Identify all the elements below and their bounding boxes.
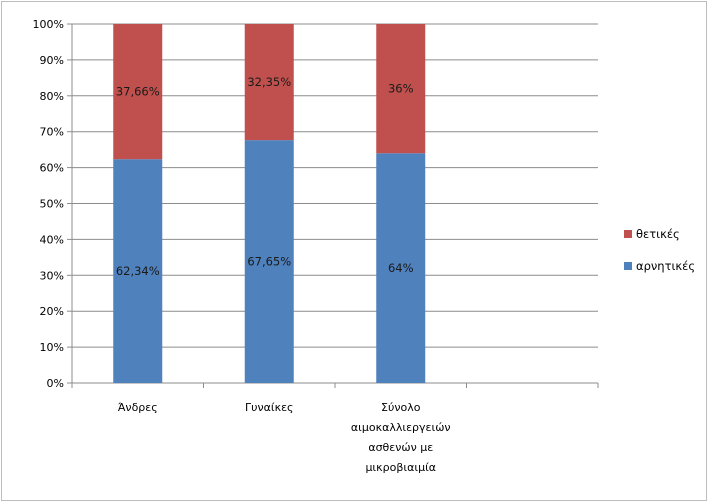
data-label: 67,65% (247, 255, 291, 269)
y-tick-label: 70% (40, 126, 64, 139)
x-category-label: αιμοκαλλιεργειών (351, 421, 451, 434)
data-label: 37,66% (116, 85, 160, 99)
y-tick-label: 40% (40, 233, 64, 246)
y-tick-label: 20% (40, 305, 64, 318)
data-label: 36% (388, 82, 414, 96)
x-category-label: Γυναίκες (245, 401, 294, 414)
y-tick-label: 80% (40, 90, 64, 103)
bar-positive (244, 24, 294, 141)
x-category-label: Σύνολο (381, 401, 421, 414)
data-label: 32,35% (247, 75, 291, 89)
bar-negative (244, 140, 294, 383)
legend-label: θετικές (636, 227, 680, 241)
x-category-label: μικροβιαιμία (365, 461, 436, 474)
y-tick-label: 0% (47, 377, 64, 390)
legend-swatch (624, 230, 632, 238)
data-label: 62,34% (116, 264, 160, 278)
x-category-label: Άνδρες (118, 401, 158, 414)
bar-positive (113, 24, 163, 160)
legend-swatch (624, 262, 632, 270)
y-tick-label: 100% (33, 18, 64, 31)
bar-negative (113, 159, 163, 383)
bar-positive (376, 24, 426, 154)
y-tick-label: 90% (40, 54, 64, 67)
y-tick-label: 10% (40, 341, 64, 354)
y-tick-label: 30% (40, 269, 64, 282)
y-tick-label: 50% (40, 198, 64, 211)
bar-negative (376, 153, 426, 383)
y-tick-label: 60% (40, 162, 64, 175)
legend-label: αρνητικές (636, 259, 695, 273)
x-category-label: ασθενών με (368, 441, 433, 454)
data-label: 64% (388, 261, 414, 275)
